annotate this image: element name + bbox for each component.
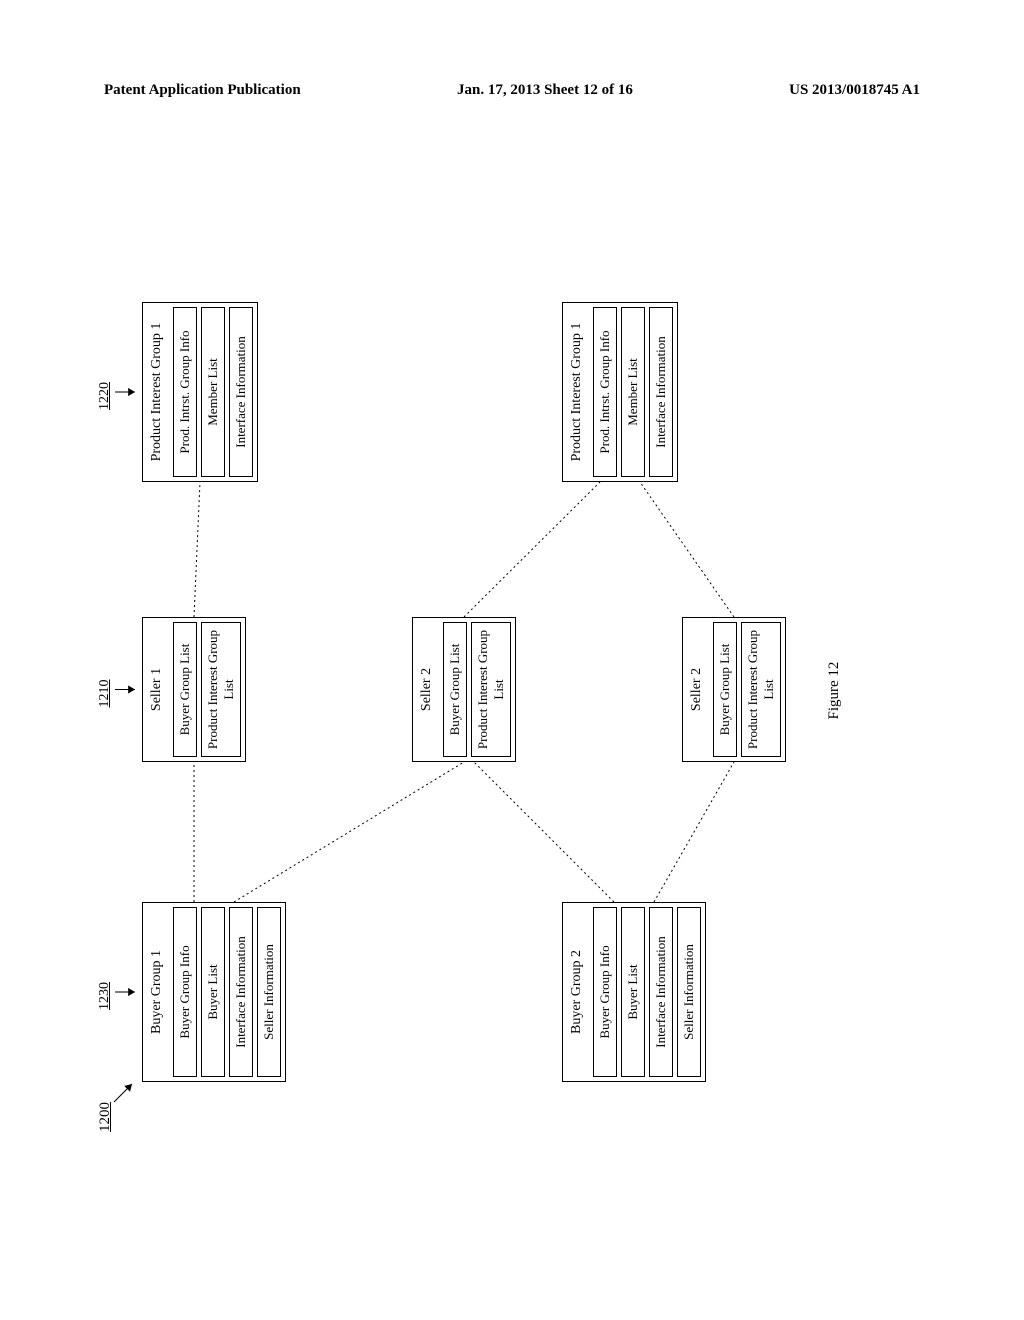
ref-1210: 1210 — [97, 680, 113, 708]
product-interest-group-1-item-2: Interface Information — [229, 307, 253, 477]
product-interest-group-2-item-0: Prod. Intrst. Group Info — [593, 307, 617, 477]
seller-3: Seller 2Buyer Group ListProduct Interest… — [682, 617, 786, 762]
product-interest-group-2-item-2: Interface Information — [649, 307, 673, 477]
page-header: Patent Application Publication Jan. 17, … — [104, 82, 920, 99]
seller-2-item-1: Product Interest Group List — [471, 622, 511, 757]
seller-2-item-0: Buyer Group List — [443, 622, 467, 757]
buyer-group-2-title: Buyer Group 2 — [567, 907, 589, 1077]
seller-3-title: Seller 2 — [687, 622, 709, 757]
buyer-group-1-item-3: Seller Information — [257, 907, 281, 1077]
seller-1-item-0: Buyer Group List — [173, 622, 197, 757]
seller-2: Seller 2Buyer Group ListProduct Interest… — [412, 617, 516, 762]
buyer-group-2-item-2: Interface Information — [649, 907, 673, 1077]
seller-1-title: Seller 1 — [147, 622, 169, 757]
buyer-group-2: Buyer Group 2Buyer Group InfoBuyer ListI… — [562, 902, 706, 1082]
ref-1230: 1230 — [97, 982, 113, 1010]
buyer-group-1-item-2: Interface Information — [229, 907, 253, 1077]
seller-2-title: Seller 2 — [417, 622, 439, 757]
ref-1200: 1200 — [97, 1102, 114, 1132]
header-right: US 2013/0018745 A1 — [789, 82, 920, 99]
seller-1: Seller 1Buyer Group ListProduct Interest… — [142, 617, 246, 762]
buyer-group-2-item-0: Buyer Group Info — [593, 907, 617, 1077]
product-interest-group-1-title: Product Interest Group 1 — [147, 307, 169, 477]
product-interest-group-1-item-1: Member List — [201, 307, 225, 477]
buyer-group-2-item-3: Seller Information — [677, 907, 701, 1077]
seller-3-item-1: Product Interest Group List — [741, 622, 781, 757]
seller-1-item-1: Product Interest Group List — [201, 622, 241, 757]
buyer-group-1: Buyer Group 1Buyer Group InfoBuyer ListI… — [142, 902, 286, 1082]
product-interest-group-2-item-1: Member List — [621, 307, 645, 477]
ref-1220: 1220 — [97, 382, 113, 410]
product-interest-group-2-title: Product Interest Group 1 — [567, 307, 589, 477]
seller-3-item-0: Buyer Group List — [713, 622, 737, 757]
buyer-group-1-title: Buyer Group 1 — [147, 907, 169, 1077]
product-interest-group-2: Product Interest Group 1Prod. Intrst. Gr… — [562, 302, 678, 482]
buyer-group-2-item-1: Buyer List — [621, 907, 645, 1077]
header-left: Patent Application Publication — [104, 82, 301, 99]
buyer-group-1-item-1: Buyer List — [201, 907, 225, 1077]
product-interest-group-1: Product Interest Group 1Prod. Intrst. Gr… — [142, 302, 258, 482]
product-interest-group-1-item-0: Prod. Intrst. Group Info — [173, 307, 197, 477]
header-center: Jan. 17, 2013 Sheet 12 of 16 — [457, 82, 633, 99]
buyer-group-1-item-0: Buyer Group Info — [173, 907, 197, 1077]
figure-caption: Figure 12 — [826, 662, 843, 720]
diagram: Buyer Group 1Buyer Group InfoBuyer ListI… — [12, 218, 1012, 1142]
